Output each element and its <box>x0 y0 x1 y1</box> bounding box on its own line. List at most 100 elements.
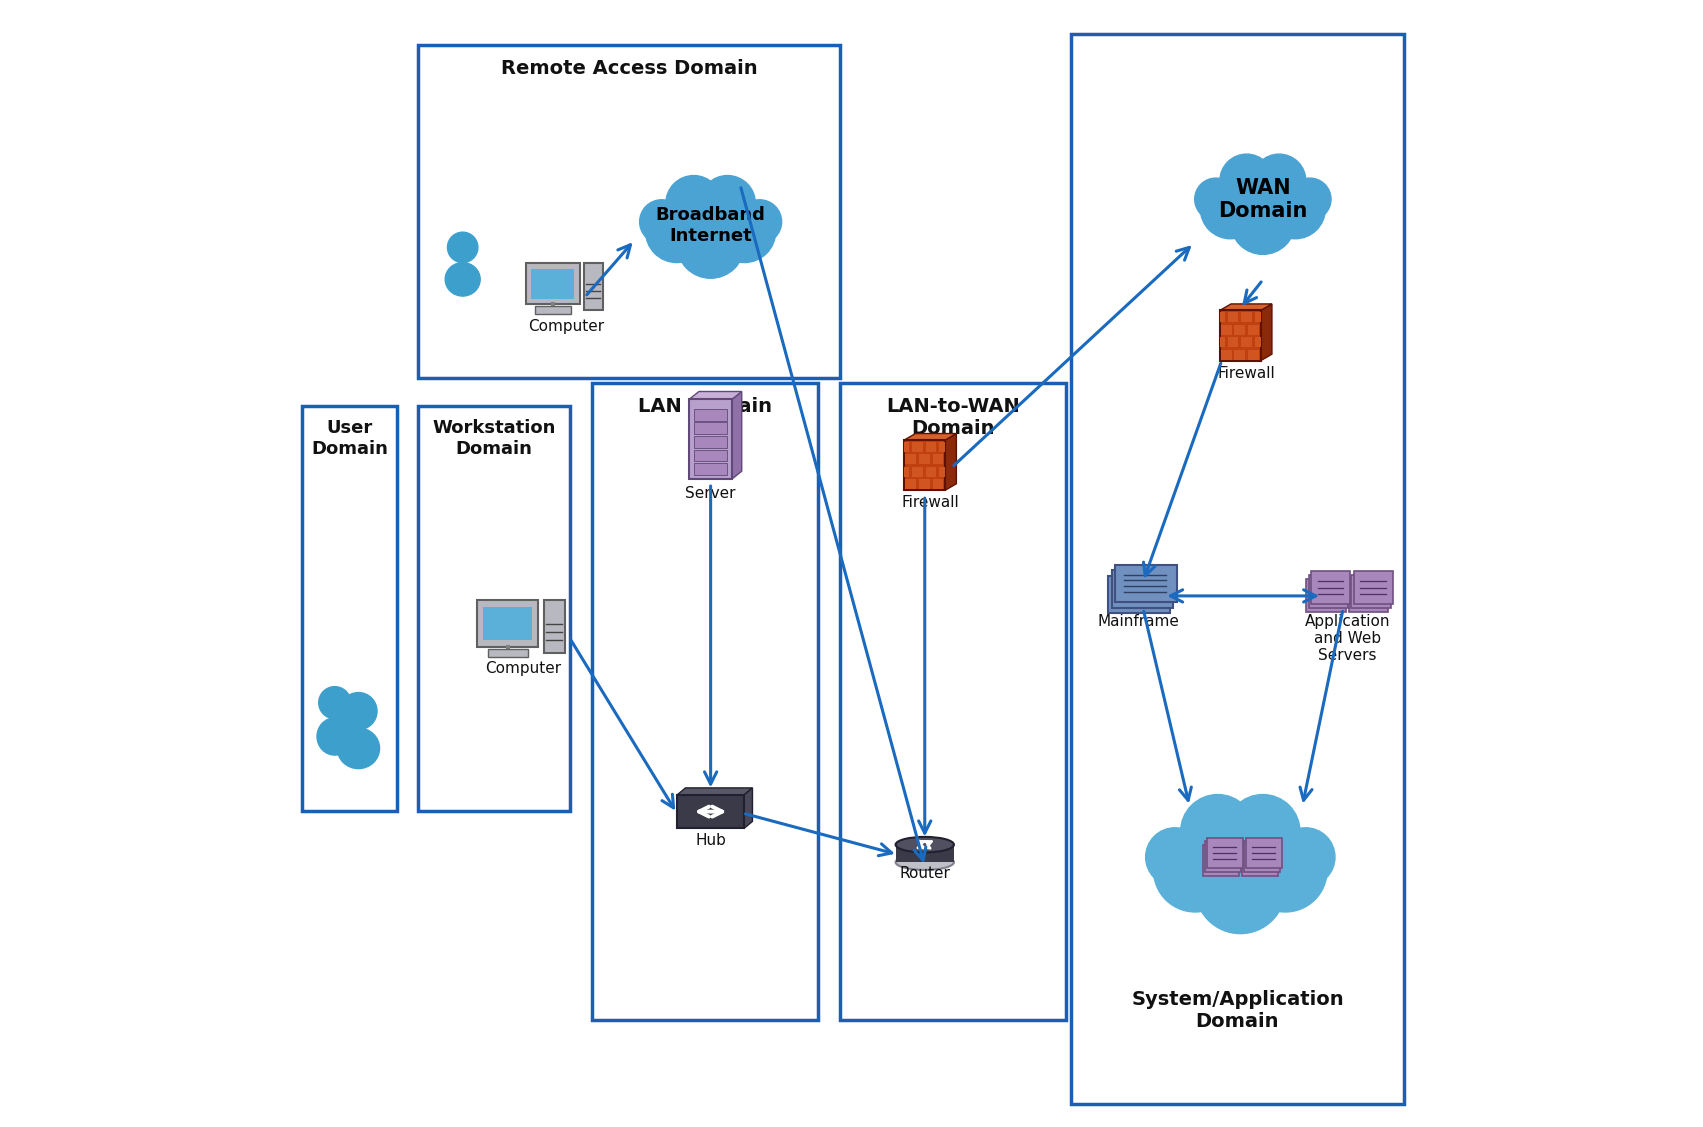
Circle shape <box>1180 795 1255 869</box>
Circle shape <box>1243 828 1327 912</box>
Circle shape <box>1219 154 1274 207</box>
FancyBboxPatch shape <box>1219 310 1260 361</box>
Circle shape <box>1252 154 1306 207</box>
Circle shape <box>1289 178 1332 220</box>
Text: Mainframe: Mainframe <box>1098 613 1180 629</box>
Circle shape <box>737 199 782 243</box>
Polygon shape <box>732 391 743 479</box>
FancyBboxPatch shape <box>906 479 916 489</box>
Polygon shape <box>1219 304 1272 310</box>
Polygon shape <box>678 788 753 795</box>
FancyBboxPatch shape <box>593 383 817 1020</box>
Ellipse shape <box>896 837 954 852</box>
FancyBboxPatch shape <box>417 406 571 811</box>
Circle shape <box>669 185 751 266</box>
Circle shape <box>1201 179 1260 239</box>
FancyBboxPatch shape <box>933 454 943 464</box>
Circle shape <box>1146 827 1204 886</box>
FancyBboxPatch shape <box>1354 570 1393 604</box>
FancyBboxPatch shape <box>1241 845 1277 876</box>
FancyBboxPatch shape <box>920 479 930 489</box>
Circle shape <box>1187 808 1294 916</box>
Text: Application
and Web
Servers: Application and Web Servers <box>1304 613 1390 664</box>
Text: Router: Router <box>899 867 950 881</box>
FancyBboxPatch shape <box>1202 845 1240 876</box>
Ellipse shape <box>896 854 954 870</box>
Text: LAN-to-WAN
Domain: LAN-to-WAN Domain <box>886 397 1020 437</box>
FancyBboxPatch shape <box>695 436 727 447</box>
FancyBboxPatch shape <box>904 467 909 477</box>
Circle shape <box>1226 795 1299 869</box>
Text: Firewall: Firewall <box>1218 365 1276 381</box>
FancyBboxPatch shape <box>920 454 930 464</box>
FancyBboxPatch shape <box>584 264 603 310</box>
FancyBboxPatch shape <box>1248 349 1259 360</box>
FancyBboxPatch shape <box>904 440 945 490</box>
FancyBboxPatch shape <box>1241 312 1252 322</box>
Text: Server: Server <box>685 486 736 500</box>
FancyBboxPatch shape <box>543 600 565 653</box>
FancyBboxPatch shape <box>1235 325 1245 335</box>
FancyBboxPatch shape <box>933 479 943 489</box>
Text: Hub: Hub <box>695 833 725 848</box>
Ellipse shape <box>317 718 353 755</box>
FancyBboxPatch shape <box>926 442 937 452</box>
FancyBboxPatch shape <box>1235 349 1245 360</box>
FancyBboxPatch shape <box>1248 325 1259 335</box>
FancyBboxPatch shape <box>1112 570 1173 607</box>
Circle shape <box>1230 189 1296 255</box>
FancyBboxPatch shape <box>1243 842 1281 872</box>
Text: Workstation
Domain: Workstation Domain <box>433 419 555 458</box>
FancyBboxPatch shape <box>535 307 571 313</box>
FancyBboxPatch shape <box>690 399 732 479</box>
FancyBboxPatch shape <box>1219 337 1224 347</box>
Circle shape <box>1224 163 1301 242</box>
FancyBboxPatch shape <box>1306 579 1345 612</box>
FancyBboxPatch shape <box>913 442 923 452</box>
Circle shape <box>676 211 744 278</box>
Text: Computer: Computer <box>485 660 560 676</box>
Circle shape <box>645 199 708 263</box>
Polygon shape <box>744 788 753 828</box>
FancyBboxPatch shape <box>1352 575 1391 607</box>
FancyBboxPatch shape <box>417 45 840 378</box>
FancyBboxPatch shape <box>1349 579 1388 612</box>
Circle shape <box>318 686 351 719</box>
Text: Computer: Computer <box>528 319 605 334</box>
FancyBboxPatch shape <box>1115 565 1177 602</box>
FancyBboxPatch shape <box>913 467 923 477</box>
FancyBboxPatch shape <box>678 795 744 828</box>
FancyBboxPatch shape <box>1247 837 1282 868</box>
FancyBboxPatch shape <box>906 454 916 464</box>
FancyBboxPatch shape <box>1071 34 1403 1104</box>
Polygon shape <box>904 434 957 440</box>
Polygon shape <box>896 844 954 862</box>
FancyBboxPatch shape <box>484 606 533 640</box>
FancyBboxPatch shape <box>904 442 909 452</box>
FancyBboxPatch shape <box>1221 325 1231 335</box>
FancyBboxPatch shape <box>1255 312 1260 322</box>
Polygon shape <box>690 391 743 399</box>
FancyBboxPatch shape <box>1241 337 1252 347</box>
FancyBboxPatch shape <box>695 423 727 434</box>
FancyBboxPatch shape <box>1219 312 1224 322</box>
Text: System/Application
Domain: System/Application Domain <box>1131 991 1344 1031</box>
FancyBboxPatch shape <box>1204 842 1241 872</box>
Circle shape <box>1265 179 1325 239</box>
Circle shape <box>700 176 756 231</box>
FancyBboxPatch shape <box>526 264 579 304</box>
FancyBboxPatch shape <box>1308 575 1349 607</box>
Circle shape <box>714 199 775 263</box>
Text: Firewall: Firewall <box>903 496 959 511</box>
FancyBboxPatch shape <box>1109 576 1170 613</box>
FancyBboxPatch shape <box>695 450 727 461</box>
Circle shape <box>448 232 479 263</box>
Ellipse shape <box>444 263 480 296</box>
Text: LAN Domain: LAN Domain <box>639 397 771 416</box>
FancyBboxPatch shape <box>926 467 937 477</box>
Circle shape <box>341 692 376 730</box>
Circle shape <box>1196 178 1236 220</box>
Circle shape <box>640 199 683 243</box>
Text: WAN
Domain: WAN Domain <box>1218 178 1308 221</box>
FancyBboxPatch shape <box>1228 312 1238 322</box>
